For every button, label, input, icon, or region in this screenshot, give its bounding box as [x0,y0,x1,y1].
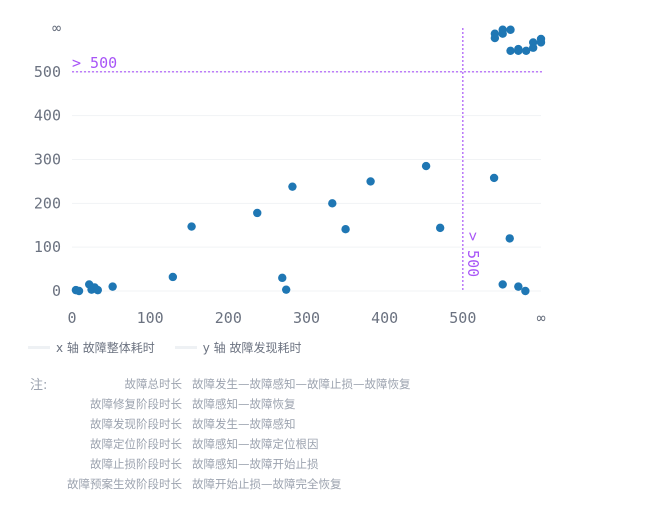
data-point [253,208,262,218]
legend-swatch [28,346,50,349]
note-key: 故障发现阶段时长 [90,417,182,431]
data-point [528,43,538,52]
data-point [521,46,531,55]
legend-item-y[interactable]: y 轴 故障发现耗时 [174,339,302,356]
legend: x 轴 故障整体耗时 y 轴 故障发现耗时 [28,339,301,356]
data-point [521,286,530,296]
note-key: 故障预案生效阶段时长 [67,477,182,491]
note-value: 故障发生—故障感知—故障止损—故障恢复 [192,377,411,391]
y-tick-label: 100 [34,238,61,256]
y-tick-label: 500 [34,63,61,81]
grid-lines [72,71,541,292]
data-point [498,280,507,289]
note-key: 故障总时长 [124,377,183,391]
x-tick-label: 400 [371,309,398,327]
notes-title: 注: [30,378,48,393]
note-key: 故障定位阶段时长 [90,437,182,451]
y-tick-label: 400 [34,107,61,125]
x-tick-label: 200 [215,309,242,327]
y-tick-label: 300 [34,151,61,169]
data-point [328,199,337,208]
data-point [506,25,515,34]
x-tick-label: 100 [137,309,164,327]
note-row: 故障预案生效阶段时长 故障开始止损—故障完全恢复 [30,476,630,496]
y-tick-label: 200 [34,194,61,212]
note-value: 故障开始止损—故障完全恢复 [192,477,342,491]
data-point [74,286,84,296]
legend-label-x: x 轴 故障整体耗时 [56,341,155,355]
data-point [505,234,514,243]
note-row: 故障发现阶段时长 故障发生—故障感知 [30,416,630,436]
x-tick-label: 0 [67,309,76,327]
data-point [514,46,523,55]
x-tick-label: 300 [293,309,320,327]
data-point [168,272,178,282]
data-point [278,273,287,283]
note-value: 故障感知—故障定位根因 [192,437,319,451]
data-point [93,285,102,295]
note-value: 故障感知—故障开始止损 [192,457,319,471]
note-value: 故障感知—故障恢复 [192,397,296,411]
legend-label-y: y 轴 故障发现耗时 [202,341,302,355]
legend-item-x[interactable]: x 轴 故障整体耗时 [28,339,155,356]
legend-swatch [174,346,197,349]
y-axis-ticks: 0 100 200 300 400 500 ∞ [34,19,61,300]
note-row: 故障定位阶段时长 故障感知—故障定位根因 [30,436,630,456]
note-key: 故障止损阶段时长 [90,457,182,471]
data-point [341,224,350,234]
scatter-chart: > 500 > 500 0 100 200 300 400 500 ∞ 0 100 200 300 4… [34,19,546,327]
data-point [514,282,523,291]
data-point [366,177,375,186]
x-tick-label: 500 [449,309,476,327]
x-axis-ticks: 0 100 200 300 400 500 ∞ [67,309,545,327]
data-point [281,285,291,294]
y-tick-label: ∞ [52,19,61,37]
data-point [108,282,117,291]
data-point [490,33,500,43]
note-row: 故障总时长 故障发生—故障感知—故障止损—故障恢复 [30,376,630,396]
data-point [288,182,297,191]
note-row: 故障修复阶段时长 故障感知—故障恢复 [30,396,630,416]
y-tick-label: 0 [52,282,61,300]
data-point [536,38,546,47]
note-key: 故障修复阶段时长 [90,397,182,411]
data-point [435,223,445,233]
threshold-lines: > 500 > 500 [72,28,543,291]
note-row: 故障止损阶段时长 故障感知—故障开始止损 [30,456,630,476]
data-point [498,29,507,38]
threshold-label-x: > 500 [72,54,117,72]
x-tick-label: ∞ [536,309,545,327]
data-point [489,173,499,183]
data-point [506,46,515,55]
data-point [187,222,196,231]
note-value: 故障发生—故障感知 [192,417,296,431]
threshold-label-y: > 500 [464,232,482,277]
data-point [421,161,431,171]
data-points [71,25,546,296]
